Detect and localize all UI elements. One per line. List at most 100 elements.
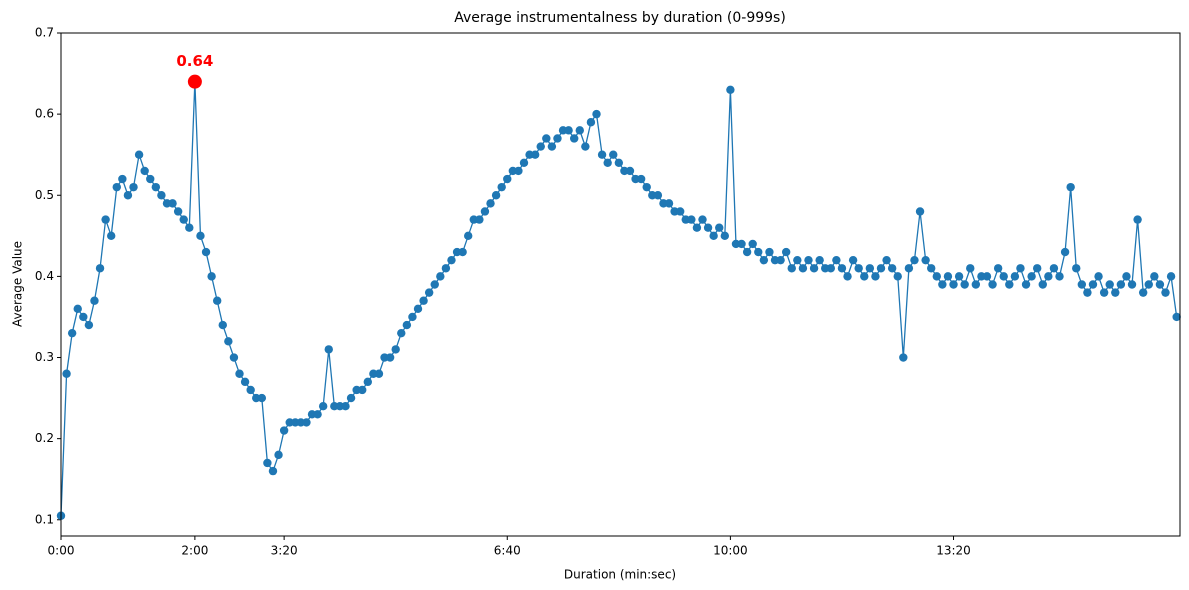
point bbox=[832, 255, 841, 265]
point bbox=[1049, 264, 1059, 273]
y-tick-label: 0.4 bbox=[35, 269, 54, 283]
point bbox=[1060, 247, 1070, 257]
point bbox=[653, 191, 663, 200]
point bbox=[564, 126, 573, 135]
point bbox=[503, 174, 512, 184]
point bbox=[726, 85, 735, 94]
point bbox=[491, 191, 501, 200]
y-tick-label: 0.2 bbox=[35, 431, 54, 445]
point bbox=[865, 264, 875, 273]
point bbox=[876, 264, 886, 273]
point bbox=[346, 393, 356, 403]
point bbox=[915, 207, 925, 216]
point bbox=[408, 312, 417, 322]
point bbox=[971, 280, 981, 289]
point bbox=[899, 353, 908, 362]
point bbox=[486, 199, 495, 208]
point bbox=[274, 450, 283, 460]
point bbox=[698, 215, 707, 224]
point bbox=[268, 466, 278, 476]
point bbox=[592, 109, 601, 119]
point bbox=[904, 264, 914, 273]
point bbox=[793, 255, 802, 265]
point bbox=[318, 401, 328, 411]
y-tick-label: 0.3 bbox=[35, 350, 54, 364]
point bbox=[519, 158, 529, 168]
point bbox=[1122, 272, 1131, 281]
x-axis-label: Duration (min:sec) bbox=[564, 568, 676, 582]
point bbox=[815, 255, 824, 265]
point bbox=[341, 401, 350, 411]
point bbox=[224, 337, 233, 346]
point bbox=[636, 174, 646, 184]
point bbox=[882, 255, 891, 265]
point bbox=[759, 255, 769, 265]
point bbox=[754, 247, 763, 257]
point bbox=[413, 304, 423, 314]
point bbox=[703, 223, 713, 232]
point bbox=[201, 247, 211, 257]
chart-title: Average instrumentalness by duration (0-… bbox=[454, 10, 786, 26]
point bbox=[597, 150, 607, 159]
point bbox=[179, 215, 188, 224]
point bbox=[642, 182, 651, 192]
point bbox=[1127, 280, 1137, 289]
point bbox=[185, 223, 194, 232]
point bbox=[207, 272, 216, 281]
point bbox=[212, 296, 222, 305]
point bbox=[938, 280, 947, 289]
point bbox=[123, 191, 133, 200]
point bbox=[893, 272, 902, 281]
point bbox=[402, 320, 412, 330]
point bbox=[1038, 280, 1047, 289]
point bbox=[720, 231, 730, 241]
point bbox=[826, 264, 836, 273]
point bbox=[625, 166, 635, 176]
point bbox=[1021, 280, 1031, 289]
point bbox=[1138, 288, 1148, 297]
point bbox=[240, 377, 250, 387]
plot-frame bbox=[60, 32, 1181, 537]
point bbox=[536, 142, 545, 151]
point bbox=[966, 264, 975, 273]
point bbox=[173, 207, 183, 216]
point bbox=[1116, 280, 1126, 289]
x-tick-label: 3:20 bbox=[271, 544, 298, 558]
point bbox=[927, 264, 936, 273]
point bbox=[921, 255, 930, 265]
point bbox=[140, 166, 149, 176]
point bbox=[776, 255, 785, 265]
point bbox=[279, 426, 289, 435]
point bbox=[430, 280, 439, 289]
point bbox=[887, 264, 897, 273]
point bbox=[447, 255, 456, 265]
point bbox=[603, 158, 612, 168]
y-tick-label: 0.6 bbox=[35, 107, 54, 121]
point bbox=[960, 280, 969, 289]
point bbox=[1099, 288, 1109, 297]
point bbox=[675, 207, 685, 216]
point bbox=[497, 182, 506, 192]
point bbox=[715, 223, 724, 232]
point bbox=[843, 272, 852, 281]
point bbox=[1144, 280, 1153, 289]
point bbox=[798, 264, 808, 273]
point bbox=[609, 150, 618, 159]
point bbox=[436, 272, 445, 281]
point bbox=[809, 264, 819, 273]
point bbox=[257, 393, 267, 403]
point bbox=[134, 150, 144, 159]
point bbox=[229, 353, 239, 362]
point bbox=[1105, 280, 1114, 289]
point bbox=[480, 207, 490, 216]
point bbox=[73, 304, 82, 314]
point bbox=[218, 320, 227, 330]
point bbox=[235, 369, 244, 378]
point bbox=[151, 182, 161, 192]
point bbox=[1094, 272, 1103, 281]
point bbox=[1032, 264, 1042, 273]
y-tick-label: 0.5 bbox=[35, 188, 54, 202]
